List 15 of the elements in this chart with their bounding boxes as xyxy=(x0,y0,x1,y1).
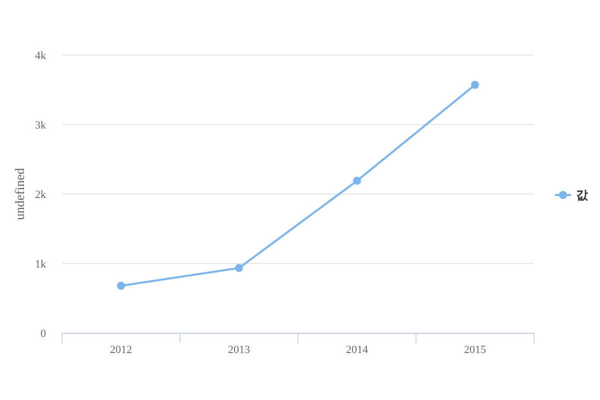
point xyxy=(117,282,125,290)
x-tick-label: 2014 xyxy=(346,344,368,356)
x-tick-label: 2015 xyxy=(464,344,486,356)
y-tick-label: 3k xyxy=(35,120,46,132)
y-tick-label: 4k xyxy=(35,50,46,62)
y-tick-label: 0 xyxy=(40,328,46,340)
point xyxy=(353,176,361,185)
y-axis-title: undefined xyxy=(12,168,27,220)
point xyxy=(471,80,479,89)
x-tick-label: 2012 xyxy=(110,344,132,356)
y-tick-label: 1k xyxy=(35,258,46,270)
x-tick-label: 2013 xyxy=(228,344,250,356)
legend-label: 값 xyxy=(576,188,589,202)
y-tick-label: 2k xyxy=(35,189,46,201)
point xyxy=(235,264,243,272)
